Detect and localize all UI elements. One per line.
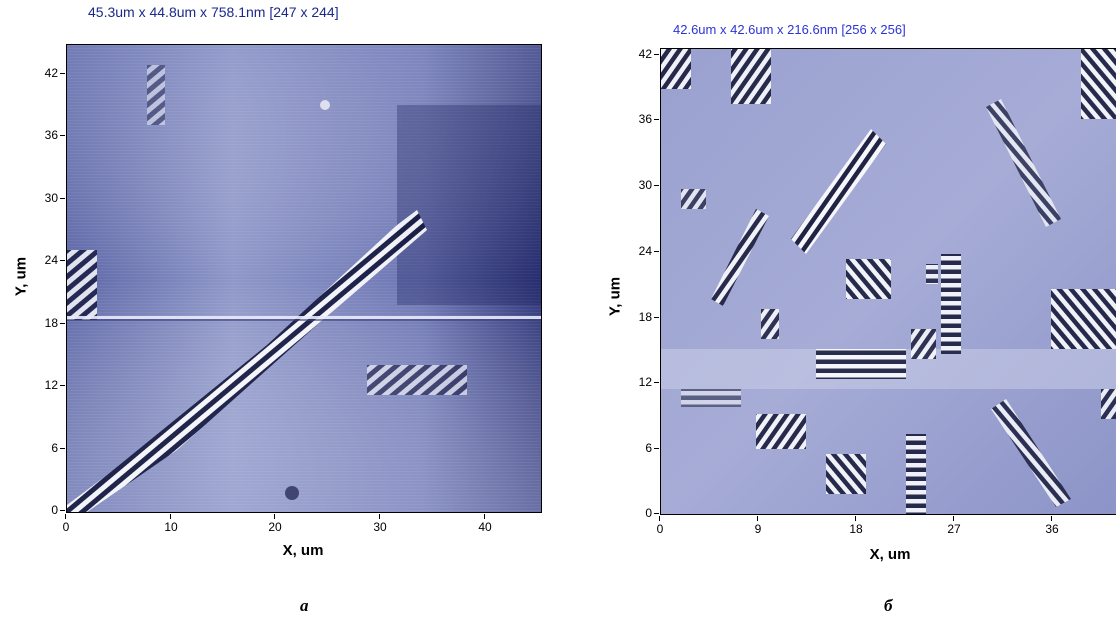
panel-b-ytick: 30 bbox=[626, 178, 659, 192]
panel-a-ytick: 18 bbox=[32, 316, 65, 330]
panel-a-scan-image bbox=[66, 44, 542, 513]
panel-a-ytick: 36 bbox=[32, 128, 65, 142]
panel-a-title: 45.3um x 44.8um x 758.1nm [247 x 244] bbox=[88, 4, 339, 20]
panel-b-scan-svg bbox=[661, 49, 1116, 514]
panel-b-xtick: 27 bbox=[939, 516, 969, 536]
panel-b-ytick: 42 bbox=[626, 47, 659, 61]
panel-a-ytick: 42 bbox=[32, 66, 65, 80]
panel-a-xtick: 20 bbox=[260, 514, 290, 534]
panel-b-ytick: 6 bbox=[626, 441, 659, 455]
panel-b-ytick: 18 bbox=[626, 310, 659, 324]
panel-a-ytick: 30 bbox=[32, 191, 65, 205]
panel-b-letter: б bbox=[884, 596, 893, 615]
panel-b-xtick: 18 bbox=[841, 516, 871, 536]
panel-a-ytick: 12 bbox=[32, 378, 65, 392]
panel-a-ytick: 0 bbox=[32, 503, 65, 517]
panel-b-xlabel: X, um bbox=[869, 546, 911, 563]
panel-a-xtick: 0 bbox=[51, 514, 81, 534]
panel-a-ytick: 6 bbox=[32, 441, 65, 455]
panel-b-ytick: 36 bbox=[626, 112, 659, 126]
panel-b-xtick: 0 bbox=[645, 516, 675, 536]
panel-b-ytick: 24 bbox=[626, 244, 659, 258]
panel-b-scan-image bbox=[660, 48, 1116, 515]
panel-b-ylabel: Y, um bbox=[606, 276, 624, 317]
panel-b-xtick: 36 bbox=[1037, 516, 1067, 536]
panel-a-xtick: 10 bbox=[156, 514, 186, 534]
panel-b-xtick: 9 bbox=[743, 516, 773, 536]
panel-a-letter: а bbox=[300, 596, 309, 615]
panel-a-xtick: 40 bbox=[470, 514, 500, 534]
panel-a-ylabel: Y, um bbox=[12, 256, 30, 297]
panel-a-scan-svg bbox=[67, 45, 541, 512]
panel-b-ytick: 12 bbox=[626, 375, 659, 389]
panel-a-xtick: 30 bbox=[365, 514, 395, 534]
panel-a-xlabel: X, um bbox=[282, 542, 324, 559]
panel-b-ytick: 0 bbox=[626, 506, 659, 520]
panel-b-title: 42.6um x 42.6um x 216.6nm [256 x 256] bbox=[673, 22, 906, 37]
panel-a-ytick: 24 bbox=[32, 253, 65, 267]
